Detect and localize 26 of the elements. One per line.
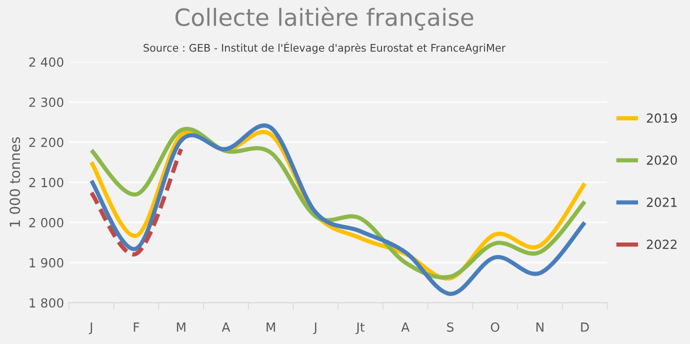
y-axis-title: 1 000 tonnes [10,137,20,227]
x-tick-label: F [134,322,140,332]
y-tick-label: 1 800 [30,298,64,308]
x-tick-label: O [490,322,500,332]
legend-label: 2022 [646,240,677,250]
x-tick-label: A [401,322,410,332]
x-tick-label: M [266,322,275,332]
x-tick-label: J [88,322,92,334]
x-tick-label: M [176,322,186,332]
chart-subtitle: Source : GEB - Institut de l'Élevage d'après Eurostat et FranceAgriMer [144,42,506,54]
y-tick-label: 2 200 [29,138,64,148]
y-tick-label: 2 100 [29,178,64,188]
y-tick-label: 2 000 [29,218,64,228]
x-tick-label: A [222,322,230,332]
y-tick-label: 2 400 [29,57,64,67]
x-tick-label: S [447,322,454,332]
chart-title: Collecte laitière française [175,6,474,30]
y-tick-label: 1 900 [30,258,64,268]
legend-label: 2020 [646,155,677,165]
legend-label: 2019 [646,113,677,123]
x-tick-label: J [313,322,316,334]
x-tick-label: Jt [356,322,365,334]
x-tick-label: N [536,322,544,332]
x-tick-label: D [581,322,589,332]
legend-label: 2021 [646,198,677,207]
y-tick-label: 2 300 [29,98,64,107]
